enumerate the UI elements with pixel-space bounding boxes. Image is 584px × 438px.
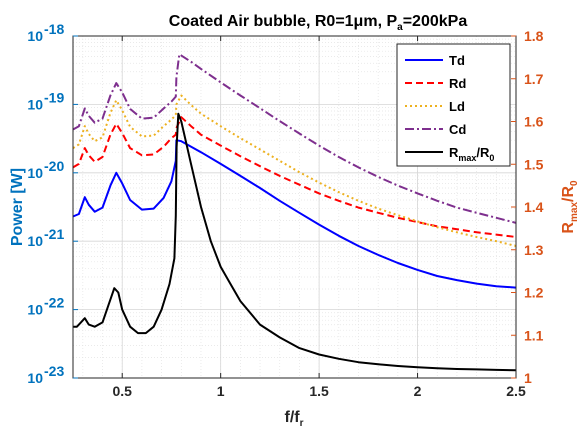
legend: Td Rd Ld Cd Rmax/R0 — [396, 43, 511, 167]
y-axis-left-label: Power [W] — [9, 168, 26, 246]
x-tick-label: 1 — [217, 383, 225, 399]
y-right-tick-label: 1 — [524, 370, 532, 386]
legend-label-rmax: Rmax/R0 — [449, 145, 494, 163]
legend-label-rd: Rd — [449, 76, 466, 91]
y-left-tick-exponent: -19 — [44, 89, 64, 105]
y-left-tick-exponent: -18 — [44, 21, 64, 37]
series-line-rmax — [73, 112, 517, 372]
x-axis-label: f/fr — [284, 409, 303, 429]
y-right-tick-label: 1.8 — [524, 28, 544, 44]
y-left-tick-label: 10 — [27, 302, 43, 318]
y-left-tick-exponent: -20 — [44, 158, 64, 174]
series-line-rd — [72, 116, 517, 238]
tick-marks — [73, 35, 517, 379]
y-left-tick-label: 10 — [27, 28, 43, 44]
y-right-tick-label: 1.3 — [524, 242, 544, 258]
y-right-tick-label: 1.4 — [524, 199, 544, 215]
y-left-tick-exponent: -22 — [44, 295, 64, 311]
y-right-tick-label: 1.1 — [524, 327, 544, 343]
y-left-tick-label: 10 — [27, 370, 43, 386]
legend-label-cd: Cd — [449, 122, 466, 137]
legend-label-ld: Ld — [449, 99, 465, 114]
y-right-tick-labels: 1 1.1 1.2 1.3 1.4 1.5 1.6 1.7 1.8 — [524, 28, 544, 386]
series-line-ld — [72, 94, 517, 247]
legend-label-td: Td — [449, 53, 465, 68]
x-tick-label: 2.5 — [506, 383, 526, 399]
x-tick-label: 1.5 — [309, 383, 329, 399]
series-line-cd — [72, 53, 517, 224]
y-right-tick-label: 1.7 — [524, 71, 544, 87]
y-left-tick-exponent: -23 — [44, 363, 64, 379]
y-right-tick-label: 1.2 — [524, 285, 544, 301]
y-left-tick-exponent: -21 — [44, 226, 64, 242]
x-tick-label: 0.5 — [112, 383, 132, 399]
y-left-tick-label: 10 — [27, 233, 43, 249]
y-left-tick-label: 10 — [27, 96, 43, 112]
series-layer — [72, 53, 517, 372]
y-axis-right-label: Rmax/R0 — [560, 180, 580, 234]
series-line-td — [72, 139, 517, 289]
y-left-tick-label: 10 — [27, 165, 43, 181]
y-right-tick-label: 1.5 — [524, 156, 544, 172]
x-tick-labels: 0.5 1 1.5 2 2.5 — [112, 383, 525, 399]
y-right-tick-label: 1.6 — [524, 114, 544, 130]
x-tick-label: 2 — [414, 383, 422, 399]
chart-title: Coated Air bubble, R0=1μm, Pa=200kPa — [169, 13, 468, 33]
